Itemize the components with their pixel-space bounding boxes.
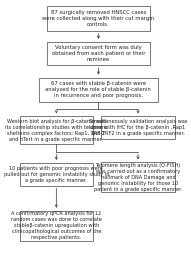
FancyBboxPatch shape xyxy=(47,42,150,65)
Text: Simultaneously validation analysis was
done with IHC for the β-catenin ,Rap1
and: Simultaneously validation analysis was d… xyxy=(89,119,187,136)
Text: Western blot analysis for β-catenin and
its correlationship studies with telomer: Western blot analysis for β-catenin and … xyxy=(5,119,108,142)
FancyBboxPatch shape xyxy=(39,78,158,102)
Text: Voluntary consent form was duly
obtained from each patient or their
nominee: Voluntary consent form was duly obtained… xyxy=(52,45,145,62)
Text: 67 cases with stable β-catenin were
analysed for the role of stable β-catenin
in: 67 cases with stable β-catenin were anal… xyxy=(45,81,151,98)
FancyBboxPatch shape xyxy=(101,116,175,139)
Text: 87 surgically removed HNSCC cases
were collected along with their cut margin
con: 87 surgically removed HNSCC cases were c… xyxy=(42,10,155,27)
FancyBboxPatch shape xyxy=(20,211,93,241)
FancyBboxPatch shape xyxy=(20,116,93,144)
FancyBboxPatch shape xyxy=(101,162,175,192)
Text: Telomere length analysis (Q-FISH)
was carried out as a confirmatory
hallmark of : Telomere length analysis (Q-FISH) was ca… xyxy=(94,163,182,192)
FancyBboxPatch shape xyxy=(47,6,150,31)
Text: A confirmatory qPCR analysis for 12
random cases was done to correlate
stableβ-c: A confirmatory qPCR analysis for 12 rand… xyxy=(11,211,102,241)
Text: 10 patients with poor prognosis were
pulled out for genomic instability study in: 10 patients with poor prognosis were pul… xyxy=(4,166,109,183)
FancyBboxPatch shape xyxy=(20,163,93,186)
